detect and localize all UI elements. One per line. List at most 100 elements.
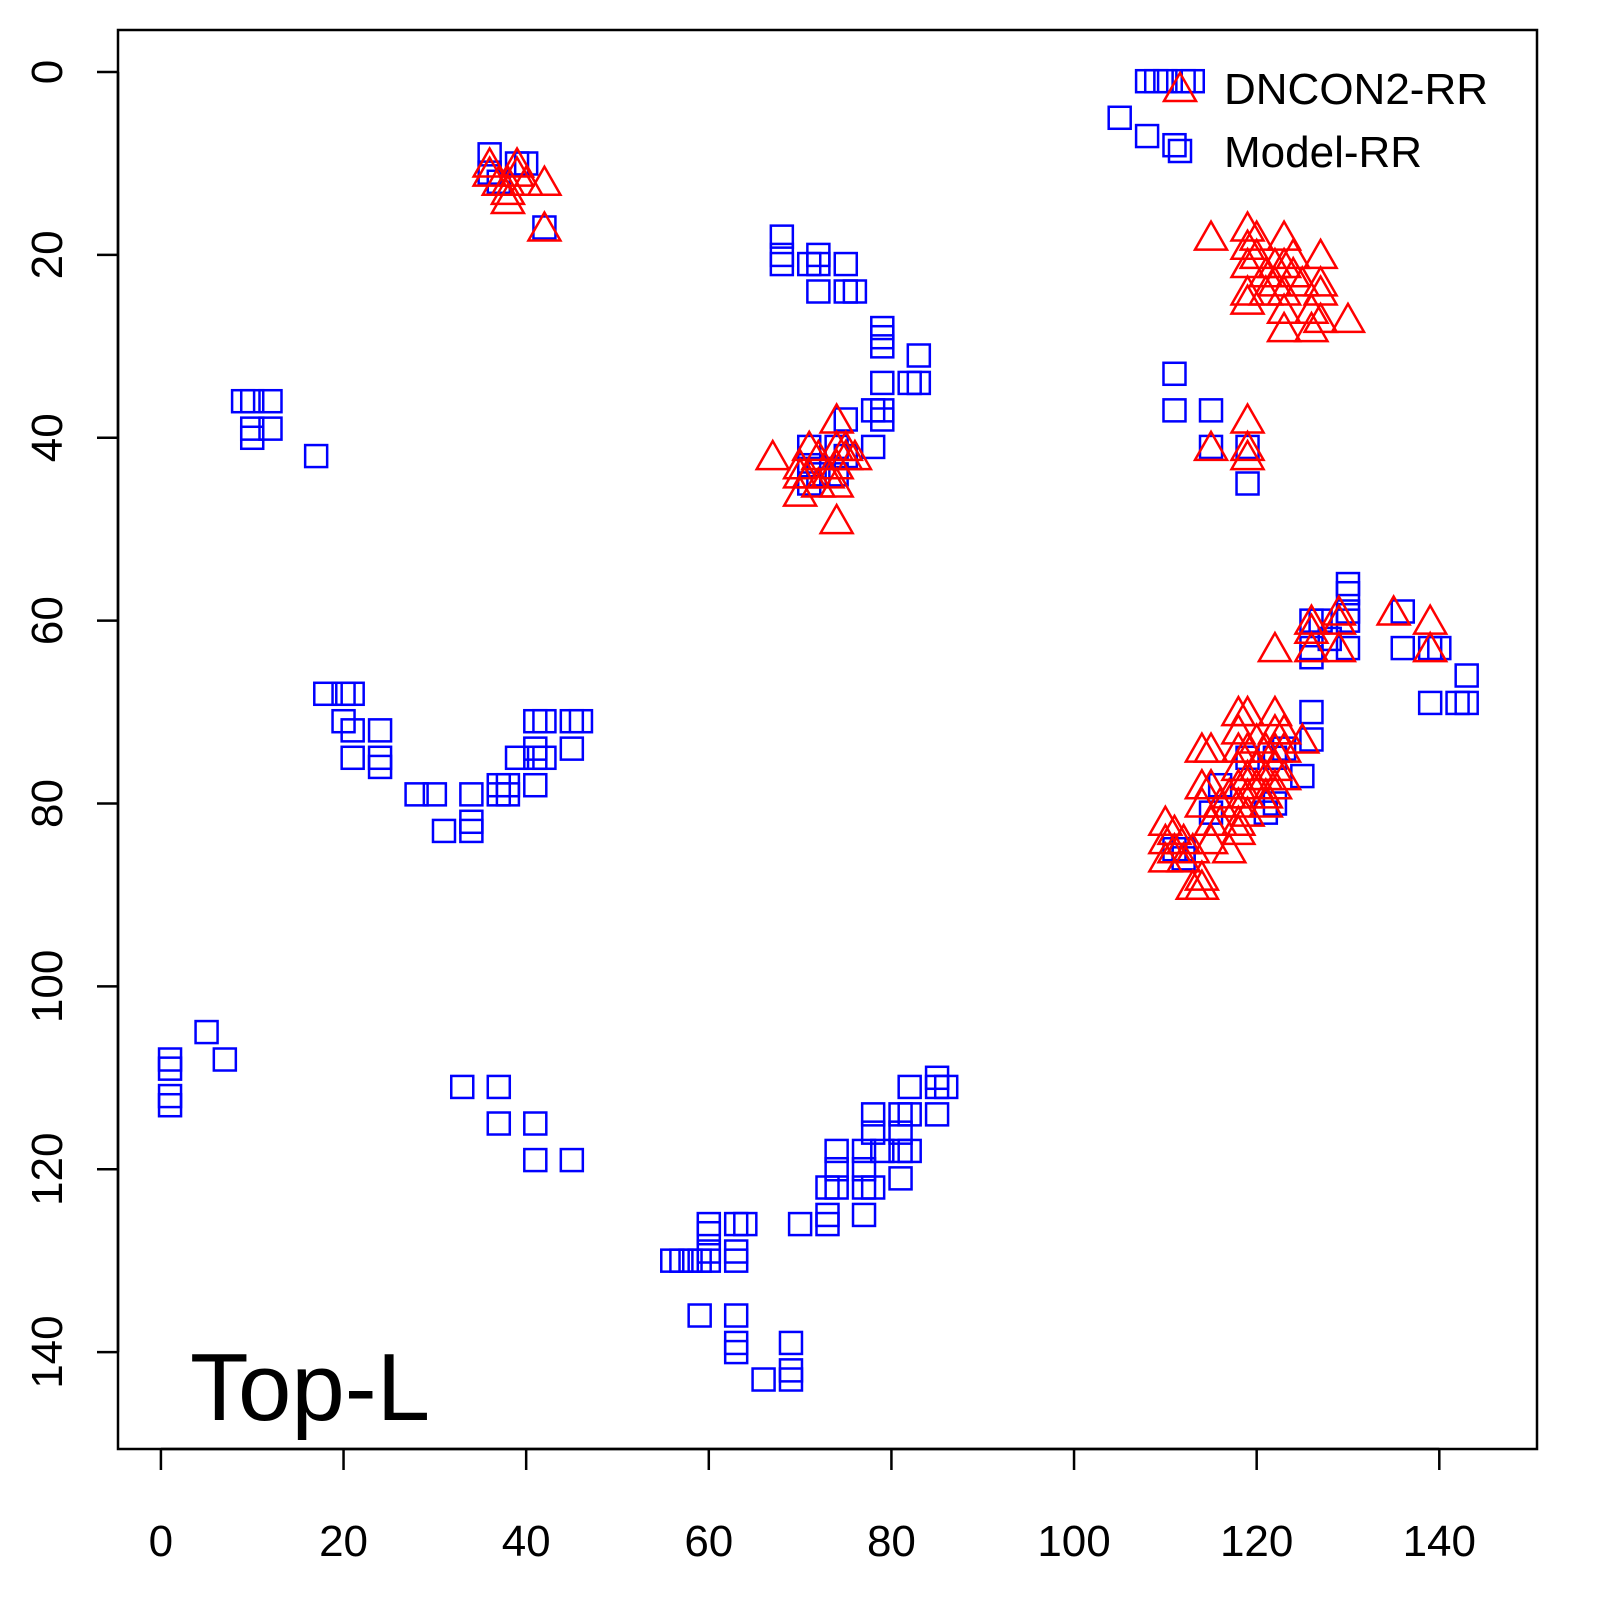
- square-point: [924, 1102, 950, 1127]
- square-point: [504, 745, 530, 771]
- triangle-point: [1201, 785, 1239, 818]
- square-point: [687, 1303, 712, 1328]
- triangle-point: [498, 145, 536, 178]
- triangle-point: [1220, 804, 1257, 837]
- square-point: [303, 443, 329, 469]
- square-point: [851, 1156, 877, 1182]
- square-point: [459, 809, 484, 835]
- triangle-point: [1238, 219, 1275, 251]
- triangle-point: [1229, 401, 1266, 434]
- square-point: [824, 1138, 849, 1164]
- square-point: [239, 388, 265, 414]
- triangle-point: [1238, 237, 1275, 270]
- triangle-point: [1293, 630, 1330, 663]
- triangle-point: [1238, 749, 1275, 782]
- triangle-point: [1302, 237, 1339, 270]
- x-tick-label: 80: [867, 1517, 916, 1566]
- square-point: [212, 1047, 238, 1072]
- square-point: [1107, 105, 1132, 131]
- square-point: [906, 343, 932, 368]
- y-tick-label: 140: [23, 1315, 72, 1388]
- square-point: [751, 1367, 776, 1392]
- triangle-point: [526, 209, 563, 242]
- square-point: [870, 407, 895, 432]
- square-point: [422, 782, 448, 807]
- square-point: [860, 1120, 886, 1145]
- triangle-point: [1192, 219, 1230, 251]
- square-point: [870, 370, 895, 396]
- square-point: [1253, 800, 1279, 825]
- triangle-point: [1229, 228, 1266, 261]
- square-point: [523, 1111, 548, 1136]
- square-point: [1143, 68, 1169, 94]
- square-point: [787, 1211, 813, 1237]
- triangle-point: [1275, 255, 1312, 288]
- square-point: [431, 818, 457, 844]
- square-point: [851, 1202, 877, 1228]
- x-tick-label: 100: [1037, 1517, 1110, 1566]
- triangle-point: [836, 438, 874, 471]
- square-point: [723, 1248, 749, 1273]
- triangle-point: [1265, 292, 1303, 325]
- triangle-point: [1211, 776, 1248, 809]
- square-point: [933, 1074, 959, 1100]
- square-point: [897, 1102, 922, 1127]
- triangle-point: [1229, 429, 1266, 462]
- triangle-point: [1265, 273, 1303, 306]
- y-tick-label: 100: [23, 950, 72, 1023]
- triangle-point: [489, 173, 527, 206]
- square-point: [157, 1056, 183, 1081]
- x-tick-label: 0: [149, 1517, 173, 1566]
- x-tick-label: 60: [684, 1517, 733, 1566]
- triangle-point: [818, 502, 855, 535]
- triangle-point: [1229, 694, 1266, 727]
- triangle-point: [489, 182, 527, 215]
- triangle-point: [1192, 822, 1230, 855]
- triangle-point: [1147, 804, 1184, 837]
- square-point: [367, 745, 393, 771]
- square-point: [1335, 608, 1361, 633]
- legend-marker: [1167, 138, 1193, 164]
- legend-marker: [1161, 70, 1199, 103]
- square-point: [796, 251, 822, 277]
- triangle-point: [1147, 840, 1184, 873]
- triangle-point: [1220, 813, 1257, 846]
- square-point: [532, 708, 557, 734]
- square-point: [723, 1211, 749, 1237]
- triangle-point: [1238, 767, 1275, 800]
- triangle-point: [1293, 310, 1330, 343]
- square-point: [851, 1138, 877, 1164]
- square-point: [1198, 398, 1224, 423]
- triangle-point: [1293, 292, 1330, 325]
- square-point: [230, 388, 256, 414]
- triangle-point: [1293, 612, 1330, 645]
- square-point: [1427, 635, 1452, 661]
- square-point: [459, 818, 484, 844]
- square-point: [157, 1092, 183, 1118]
- triangle-point: [1247, 776, 1284, 809]
- square-point: [870, 334, 895, 359]
- square-point: [1454, 663, 1479, 688]
- triangle-point: [1220, 749, 1257, 782]
- y-tick-label: 0: [23, 60, 72, 84]
- x-tick-label: 20: [319, 1517, 368, 1566]
- square-point: [833, 279, 859, 304]
- triangle-point: [1211, 831, 1248, 864]
- square-point: [860, 434, 886, 460]
- triangle-point: [1220, 712, 1257, 745]
- square-point: [723, 1239, 749, 1264]
- square-point: [1417, 690, 1443, 716]
- square-point: [723, 1339, 749, 1365]
- square-point: [157, 1083, 183, 1109]
- square-point: [778, 1358, 804, 1383]
- square-point: [824, 1156, 849, 1182]
- square-point: [897, 370, 922, 396]
- square-point: [340, 681, 365, 707]
- triangle-point: [1165, 840, 1202, 873]
- triangle-point: [1320, 630, 1358, 663]
- square-point: [404, 782, 429, 807]
- triangle-point: [1256, 767, 1294, 800]
- triangle-point: [1229, 273, 1266, 306]
- square-point: [842, 279, 868, 304]
- triangle-point: [818, 447, 855, 480]
